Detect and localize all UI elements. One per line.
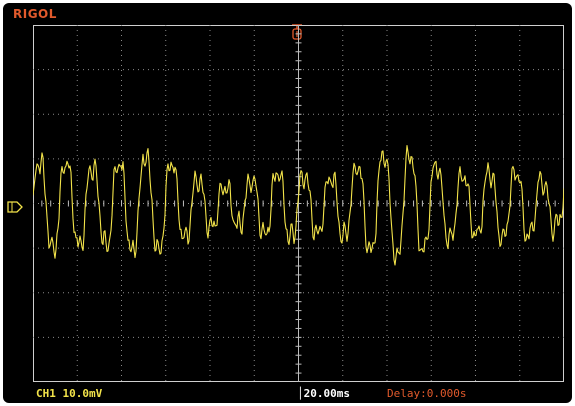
ch1-trace-line [33, 145, 564, 266]
timebase-readout: │20.00ms [297, 387, 350, 400]
graticule-grid [33, 25, 564, 382]
ch1-waveform-trace [33, 145, 564, 266]
delay-readout: Delay:0.000s [387, 387, 467, 400]
oscilloscope-display: RIGOL CH1 10.0mV │20.00ms Delay:0.000s [3, 3, 572, 403]
channel-ground-marker-icon [7, 198, 29, 217]
channel-scale-readout: CH1 10.0mV [36, 387, 103, 400]
status-bar: CH1 10.0mV │20.00ms Delay:0.000s [3, 385, 572, 403]
waveform-screen [33, 25, 564, 382]
brand-logo: RIGOL [13, 7, 57, 21]
